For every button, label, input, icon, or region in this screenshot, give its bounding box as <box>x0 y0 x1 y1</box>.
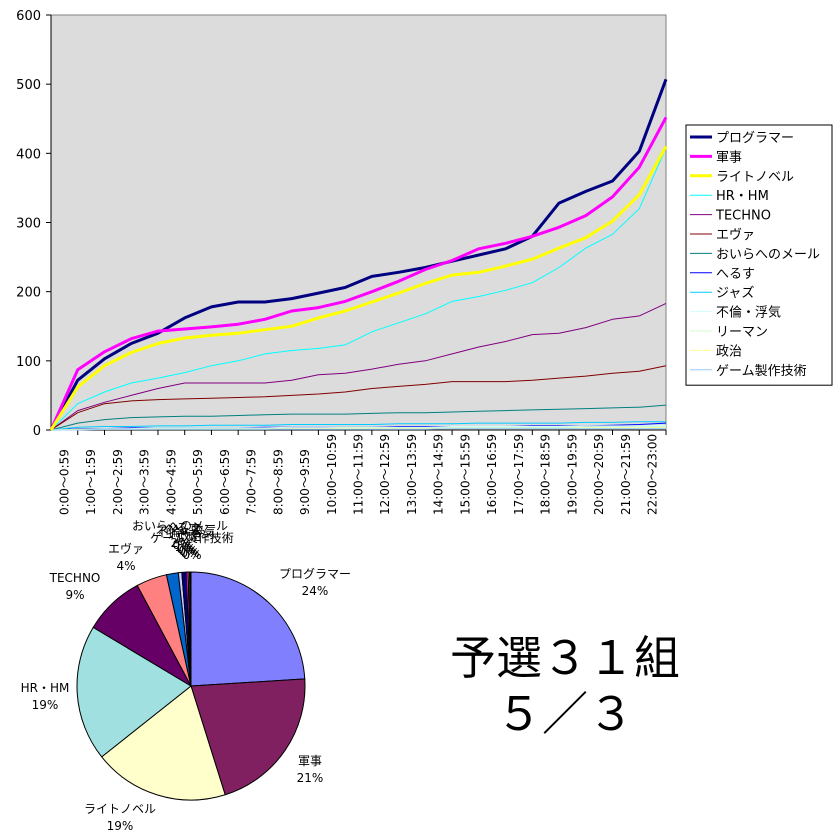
pie-label-pct: 2% <box>170 536 189 550</box>
x-tick-label: 3:00～3:59 <box>138 449 152 515</box>
pie-label-name: おいらへのメール <box>132 519 228 533</box>
x-tick-label: 22:00～23:00 <box>646 434 660 515</box>
pie-slice-1 <box>190 678 306 796</box>
pie-slice-2 <box>100 685 226 801</box>
pie-label-pct: 9% <box>65 588 84 602</box>
x-tick-label: 19:00～19:59 <box>565 434 579 515</box>
pie-label-name: ゲーム製作技術 <box>150 531 234 545</box>
pie-label-name: エヴァ <box>108 541 144 556</box>
y-tick-label: 200 <box>16 286 41 301</box>
x-tick-label: 7:00～7:59 <box>245 449 259 515</box>
pie-label-pct: 19% <box>107 819 134 833</box>
x-tick-label: 14:00～14:59 <box>432 434 446 515</box>
title-block: 予選３１組 ５／３ <box>400 630 730 742</box>
title-line-2: ５／３ <box>496 687 634 741</box>
x-tick-label: 8:00～8:59 <box>271 449 285 515</box>
x-tick-label: 9:00～9:59 <box>298 449 312 515</box>
pie-label-pct: 19% <box>32 698 59 712</box>
plot-area <box>50 14 667 431</box>
series-line-9 <box>50 424 667 431</box>
pie-label-pct: 0% <box>182 548 201 562</box>
series-line-12 <box>51 428 666 431</box>
legend-label: 軍事 <box>716 150 742 165</box>
series-line-4 <box>50 302 667 431</box>
series-line-3 <box>50 147 667 431</box>
x-tick-label: 17:00～17:59 <box>512 434 526 515</box>
pie-label-name: ライトノベル <box>84 802 156 816</box>
x-tick-label: 11:00～11:59 <box>352 434 366 515</box>
title-line-1: 予選３１組 <box>450 631 680 685</box>
pie-label-name: へるす <box>164 521 200 535</box>
series-line-1 <box>49 116 668 431</box>
series-line-6 <box>50 404 667 431</box>
pie-label-pct: 0% <box>176 542 195 556</box>
y-tick-label: 0 <box>33 424 41 439</box>
pie-label-name: リーマン <box>164 527 212 541</box>
pie-label-pct: 24% <box>302 584 329 598</box>
x-tick-label: 2:00～2:59 <box>111 449 125 515</box>
x-tick-label: 21:00～21:59 <box>619 434 633 515</box>
legend-label: 不倫・浮気 <box>716 305 781 321</box>
pie-label-pct: 21% <box>297 771 324 785</box>
x-tick-label: 13:00～13:59 <box>405 434 419 515</box>
x-tick-label: 18:00～18:59 <box>539 434 553 515</box>
pie-label-name: プログラマー <box>279 567 351 581</box>
y-tick-label: 400 <box>16 147 41 162</box>
series-line-10 <box>50 426 667 431</box>
pie-label-name: 政治 <box>178 529 202 543</box>
legend-label: HR・HM <box>716 189 769 204</box>
legend-box <box>685 124 833 386</box>
series-line-8 <box>50 421 666 431</box>
x-tick-label: 12:00～12:59 <box>378 434 392 515</box>
y-tick-label: 600 <box>16 9 41 24</box>
line-chart: 0 100 200 300 400 500 600 0:00～0:59 1:00～1:59 2:0… <box>16 9 833 515</box>
pie-label-pct: 0% <box>172 538 191 552</box>
pie-label-name: ジャズ <box>166 522 201 537</box>
legend-label: ゲーム製作技術 <box>716 364 807 379</box>
series-line-2 <box>49 145 668 431</box>
pie-label-name: 軍事 <box>298 754 322 768</box>
series-line-5 <box>50 365 667 431</box>
legend-label: ジャズ <box>716 285 754 301</box>
x-tick-label: 4:00～4:59 <box>164 449 178 515</box>
pie-slice-12 <box>189 571 192 687</box>
pie-label-pct: 0% <box>178 544 197 558</box>
pie-chart: プログラマー 24% 軍事 21% ライトノベル 19% HR・HM 19% TECHNO 9% エ… <box>21 519 351 833</box>
pie-slice-3 <box>76 626 192 758</box>
pie-label-pct: 0% <box>180 546 199 560</box>
legend-label: リーマン <box>716 325 768 340</box>
x-tick-label: 20:00～20:59 <box>592 434 606 515</box>
legend-label: TECHNO <box>715 209 771 224</box>
y-tick-label: 100 <box>16 355 41 370</box>
x-tick-label: 10:00～10:59 <box>325 434 339 515</box>
y-tick-label: 500 <box>16 78 41 93</box>
x-tick-label: 0:00～0:59 <box>57 449 71 515</box>
series-line-0 <box>49 78 668 431</box>
legend-label: ライトノベル <box>716 170 794 185</box>
legend-label: おいらへのメール <box>716 247 820 262</box>
x-tick-label: 6:00～6:59 <box>218 449 232 515</box>
pie-label-name: 不倫・浮気 <box>156 524 216 539</box>
x-tick-label: 1:00～1:59 <box>84 449 98 515</box>
legend-label: エヴァ <box>716 227 755 243</box>
pie-label-pct: 1% <box>174 540 193 554</box>
pie-label-name: TECHNO <box>49 571 101 585</box>
pie-slice-0 <box>190 571 306 687</box>
legend-label: へるす <box>716 267 755 282</box>
x-tick-label: 16:00～16:59 <box>485 434 499 515</box>
y-tick-label: 300 <box>16 217 41 232</box>
pie-label-pct: 4% <box>116 559 135 573</box>
x-tick-label: 15:00～15:59 <box>458 434 472 515</box>
x-tick-label: 5:00～5:59 <box>191 449 205 515</box>
pie-label-name: HR・HM <box>21 681 70 695</box>
legend-label: 政治 <box>716 344 742 359</box>
legend-label: プログラマー <box>716 131 794 146</box>
